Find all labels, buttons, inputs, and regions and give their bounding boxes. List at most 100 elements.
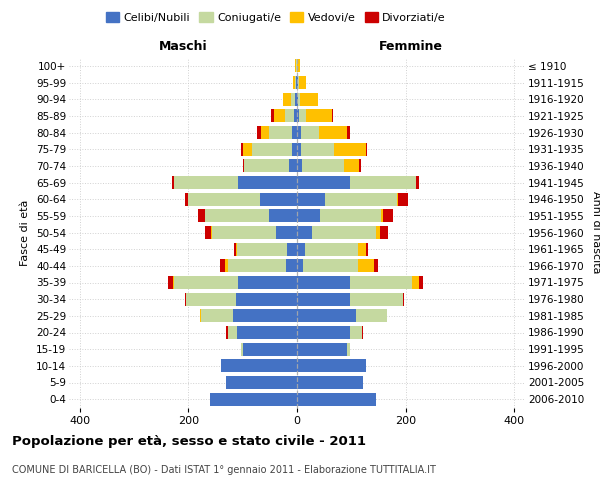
Bar [202, 310, 233, 322]
Bar [293, 76, 295, 89]
Bar [210, 392, 297, 406]
Bar [175, 276, 238, 289]
Bar [297, 142, 301, 156]
Bar [227, 326, 237, 339]
Bar [412, 276, 419, 289]
Bar [347, 126, 350, 139]
Bar [299, 76, 306, 89]
Bar [197, 210, 205, 222]
Bar [172, 176, 175, 189]
Bar [297, 60, 300, 72]
Bar [297, 226, 312, 239]
Bar [260, 192, 297, 205]
Bar [301, 126, 319, 139]
Bar [297, 210, 320, 222]
Bar [234, 242, 236, 256]
Bar [238, 176, 297, 189]
Bar [220, 260, 226, 272]
Bar [297, 192, 325, 205]
Bar [277, 226, 297, 239]
Bar [243, 142, 253, 156]
Bar [286, 260, 297, 272]
Bar [253, 142, 292, 156]
Bar [298, 92, 300, 106]
Bar [300, 92, 318, 106]
Bar [299, 110, 306, 122]
Bar [186, 292, 236, 306]
Bar [236, 292, 297, 306]
Bar [398, 192, 408, 205]
Bar [274, 110, 284, 122]
Bar [302, 160, 344, 172]
Bar [294, 110, 297, 122]
Bar [350, 276, 412, 289]
Bar [359, 160, 361, 172]
Bar [298, 76, 299, 89]
Text: COMUNE DI BARICELLA (BO) - Dati ISTAT 1° gennaio 2011 - Elaborazione TUTTITALIA.: COMUNE DI BARICELLA (BO) - Dati ISTAT 1°… [12, 465, 436, 475]
Bar [332, 110, 334, 122]
Bar [175, 176, 238, 189]
Bar [305, 242, 358, 256]
Bar [185, 292, 186, 306]
Bar [295, 92, 297, 106]
Bar [350, 292, 403, 306]
Bar [380, 226, 388, 239]
Bar [243, 342, 297, 355]
Bar [287, 242, 297, 256]
Bar [212, 226, 277, 239]
Y-axis label: Fasce di età: Fasce di età [20, 200, 31, 266]
Bar [403, 292, 404, 306]
Bar [334, 142, 366, 156]
Bar [319, 126, 347, 139]
Bar [211, 226, 212, 239]
Bar [297, 110, 299, 122]
Bar [381, 210, 383, 222]
Bar [320, 210, 381, 222]
Bar [374, 260, 379, 272]
Bar [297, 160, 302, 172]
Bar [356, 310, 387, 322]
Bar [347, 342, 350, 355]
Bar [325, 192, 397, 205]
Bar [383, 210, 392, 222]
Bar [362, 326, 363, 339]
Bar [271, 110, 274, 122]
Bar [297, 310, 356, 322]
Bar [226, 326, 227, 339]
Bar [284, 110, 294, 122]
Bar [226, 376, 297, 389]
Bar [295, 60, 296, 72]
Bar [205, 210, 269, 222]
Bar [226, 260, 227, 272]
Bar [269, 210, 297, 222]
Bar [243, 160, 244, 172]
Bar [221, 360, 297, 372]
Text: Maschi: Maschi [158, 40, 208, 52]
Y-axis label: Anni di nascita: Anni di nascita [591, 191, 600, 274]
Bar [257, 126, 261, 139]
Bar [291, 92, 295, 106]
Bar [297, 126, 301, 139]
Bar [297, 292, 350, 306]
Bar [297, 360, 367, 372]
Bar [188, 192, 260, 205]
Bar [416, 176, 419, 189]
Bar [358, 242, 366, 256]
Bar [227, 260, 286, 272]
Bar [344, 160, 359, 172]
Bar [292, 126, 297, 139]
Bar [169, 276, 173, 289]
Bar [306, 110, 332, 122]
Bar [200, 310, 202, 322]
Bar [297, 92, 298, 106]
Bar [269, 126, 292, 139]
Bar [241, 142, 243, 156]
Bar [297, 342, 347, 355]
Bar [297, 276, 350, 289]
Bar [283, 92, 291, 106]
Bar [261, 126, 269, 139]
Bar [297, 242, 305, 256]
Bar [301, 142, 334, 156]
Bar [205, 226, 211, 239]
Text: Popolazione per età, sesso e stato civile - 2011: Popolazione per età, sesso e stato civil… [12, 435, 366, 448]
